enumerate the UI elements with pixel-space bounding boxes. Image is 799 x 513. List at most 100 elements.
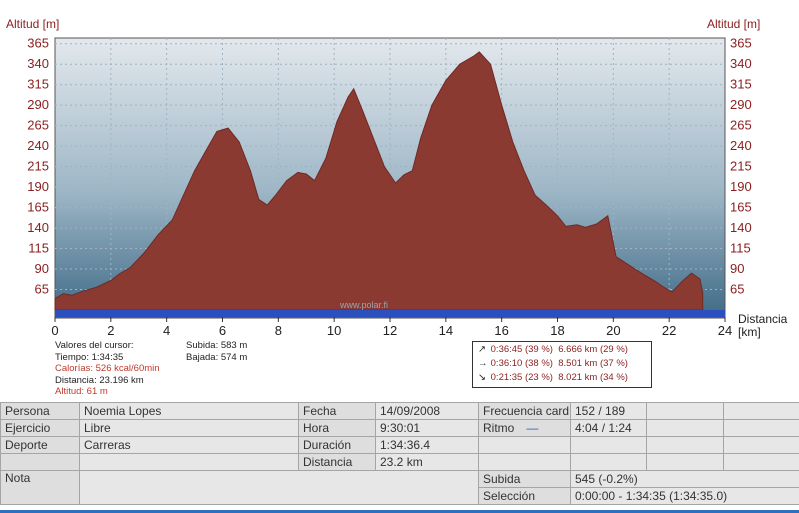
split-row-flat: → 0:36:10 (38 %) 8.501 km (37 %): [478, 357, 651, 371]
ejercicio-label: Ejercicio: [0, 419, 80, 437]
split-distance: 6.666 km: [558, 344, 598, 355]
seleccion-value: 0:00:00 - 1:34:35 (1:34:35.0): [570, 487, 799, 505]
downhill-arrow-icon: ↘: [478, 372, 486, 383]
y-tick-label-left: 190: [27, 179, 49, 194]
cursor-ascent: Subida: 583 m: [186, 340, 248, 351]
y-tick-label-right: 240: [730, 138, 752, 153]
fecha-value: 14/09/2008: [375, 402, 479, 420]
y-tick-label-left: 65: [35, 282, 49, 297]
empty-cell: [570, 436, 647, 454]
y-tick-label-right: 140: [730, 220, 752, 235]
info-row: Distancia 23.2 km: [0, 453, 799, 471]
split-time: 0:21:35: [490, 372, 523, 383]
y-tick-label-right: 315: [730, 77, 752, 92]
empty-cell: [0, 453, 80, 471]
distancia-value: 23.2 km: [375, 453, 479, 471]
subida-value: 545 (-0.2%): [570, 470, 799, 488]
y-tick-label-right: 115: [730, 241, 751, 256]
altitude-chart: www.polar.fi 365340315290265240215190165…: [6, 17, 788, 339]
cursor-altitude: Altitud: 61 m: [55, 386, 108, 397]
y-axis-left-ticks: 365 340 315 290 265 240 215 190 165 140 115 90 65: [27, 36, 49, 297]
split-row-downhill: ↘ 0:21:35 (23 %) 8.021 km (34 %): [478, 371, 651, 385]
nota-label: Nota: [0, 470, 80, 505]
persona-value: Noemia Lopes: [79, 402, 299, 420]
climb-values: Subida: 583 m Bajada: 574 m: [186, 340, 247, 363]
deporte-value: Carreras: [79, 436, 299, 454]
y-tick-label-right: 265: [730, 118, 752, 133]
x-tick-label: 22: [662, 323, 676, 338]
y-tick-label-right: 365: [730, 36, 752, 51]
duracion-label: Duración: [298, 436, 376, 454]
empty-cell: [478, 436, 571, 454]
split-row-uphill: ↗ 0:36:45 (39 %) 6.666 km (29 %): [478, 343, 651, 357]
hora-label: Hora: [298, 419, 376, 437]
x-tick-label: 12: [383, 323, 397, 338]
nota-value[interactable]: [79, 470, 479, 505]
y-tick-label-left: 240: [27, 138, 49, 153]
x-tick-label: 24: [718, 323, 732, 338]
x-tick-label: 2: [107, 323, 114, 338]
distancia-label: Distancia: [298, 453, 376, 471]
y-tick-label-left: 290: [27, 97, 49, 112]
x-axis-ticks: 0 2 4 6 8 10 12 14 16 18 20 22 24: [51, 317, 732, 338]
empty-cell: [646, 436, 724, 454]
split-distance-pct: (37 %): [599, 358, 628, 369]
seleccion-label: Selección: [478, 487, 571, 505]
x-tick-label: 16: [494, 323, 508, 338]
split-time-pct: (23 %): [524, 372, 553, 383]
y-tick-label-right: 215: [730, 159, 752, 174]
x-tick-label: 4: [163, 323, 170, 338]
split-time: 0:36:45: [490, 344, 523, 355]
frecuencia-label: Frecuencia card: [478, 402, 571, 420]
y-axis-title-left: Altitud [m]: [6, 17, 59, 31]
empty-cell: [478, 453, 571, 471]
y-tick-label-right: 90: [730, 261, 744, 276]
empty-cell: [723, 402, 799, 420]
split-summary: ↗ 0:36:45 (39 %) 6.666 km (29 %) → 0:36:…: [472, 341, 652, 388]
ritmo-line-icon: —: [526, 421, 539, 435]
uphill-arrow-icon: ↗: [478, 344, 486, 355]
y-tick-label-right: 65: [730, 282, 744, 297]
info-row: Nota Subida 545 (-0.2%): [0, 470, 799, 505]
y-tick-label-left: 215: [27, 159, 49, 174]
split-distance-pct: (29 %): [599, 344, 628, 355]
empty-cell: [723, 419, 799, 437]
y-tick-label-right: 190: [730, 179, 752, 194]
cursor-descent: Bajada: 574 m: [186, 351, 248, 363]
y-tick-label-left: 265: [27, 118, 49, 133]
subida-label: Subida: [478, 470, 571, 488]
y-axis-right-ticks: 365 340 315 290 265 240 215 190 165 140 115 90 65: [730, 36, 752, 297]
deporte-label: Deporte: [0, 436, 80, 454]
exercise-info-table: Persona Noemia Lopes Fecha 14/09/2008 Fr…: [0, 402, 799, 505]
y-tick-label-left: 115: [28, 241, 49, 256]
empty-cell: [646, 453, 724, 471]
ritmo-cell: Ritmo —: [478, 419, 571, 437]
baseline-band: [55, 310, 725, 317]
watermark-text: www.polar.fi: [339, 300, 388, 310]
frecuencia-value: 152 / 189: [570, 402, 647, 420]
info-row: Persona Noemia Lopes Fecha 14/09/2008 Fr…: [0, 402, 799, 420]
y-tick-label-left: 365: [27, 36, 49, 51]
info-row: Selección 0:00:00 - 1:34:35 (1:34:35.0): [1, 487, 799, 505]
persona-label: Persona: [0, 402, 80, 420]
x-tick-label: 10: [327, 323, 341, 338]
altitude-area: [54, 51, 704, 311]
y-tick-label-right: 340: [730, 56, 752, 71]
empty-cell: [646, 402, 724, 420]
cursor-values: Valores del cursor: Tiempo: 1:34:35 Calo…: [55, 340, 160, 398]
x-tick-label: 0: [51, 323, 58, 338]
x-axis-unit: [km]: [738, 325, 761, 339]
empty-cell: [723, 436, 799, 454]
ritmo-label: Ritmo: [483, 421, 515, 435]
cursor-calories: Calorías: 526 kcal/60min: [55, 363, 160, 374]
info-row: Ejercicio Libre Hora 9:30:01 Ritmo — 4:04…: [0, 419, 799, 437]
x-tick-label: 14: [439, 323, 453, 338]
hora-value: 9:30:01: [375, 419, 479, 437]
duracion-value: 1:34:36.4: [375, 436, 479, 454]
y-tick-label-left: 140: [27, 220, 49, 235]
empty-cell: [723, 453, 799, 471]
y-tick-label-left: 315: [27, 77, 49, 92]
empty-cell: [570, 453, 647, 471]
y-tick-label-right: 165: [730, 200, 752, 215]
bottom-border: [0, 510, 799, 513]
